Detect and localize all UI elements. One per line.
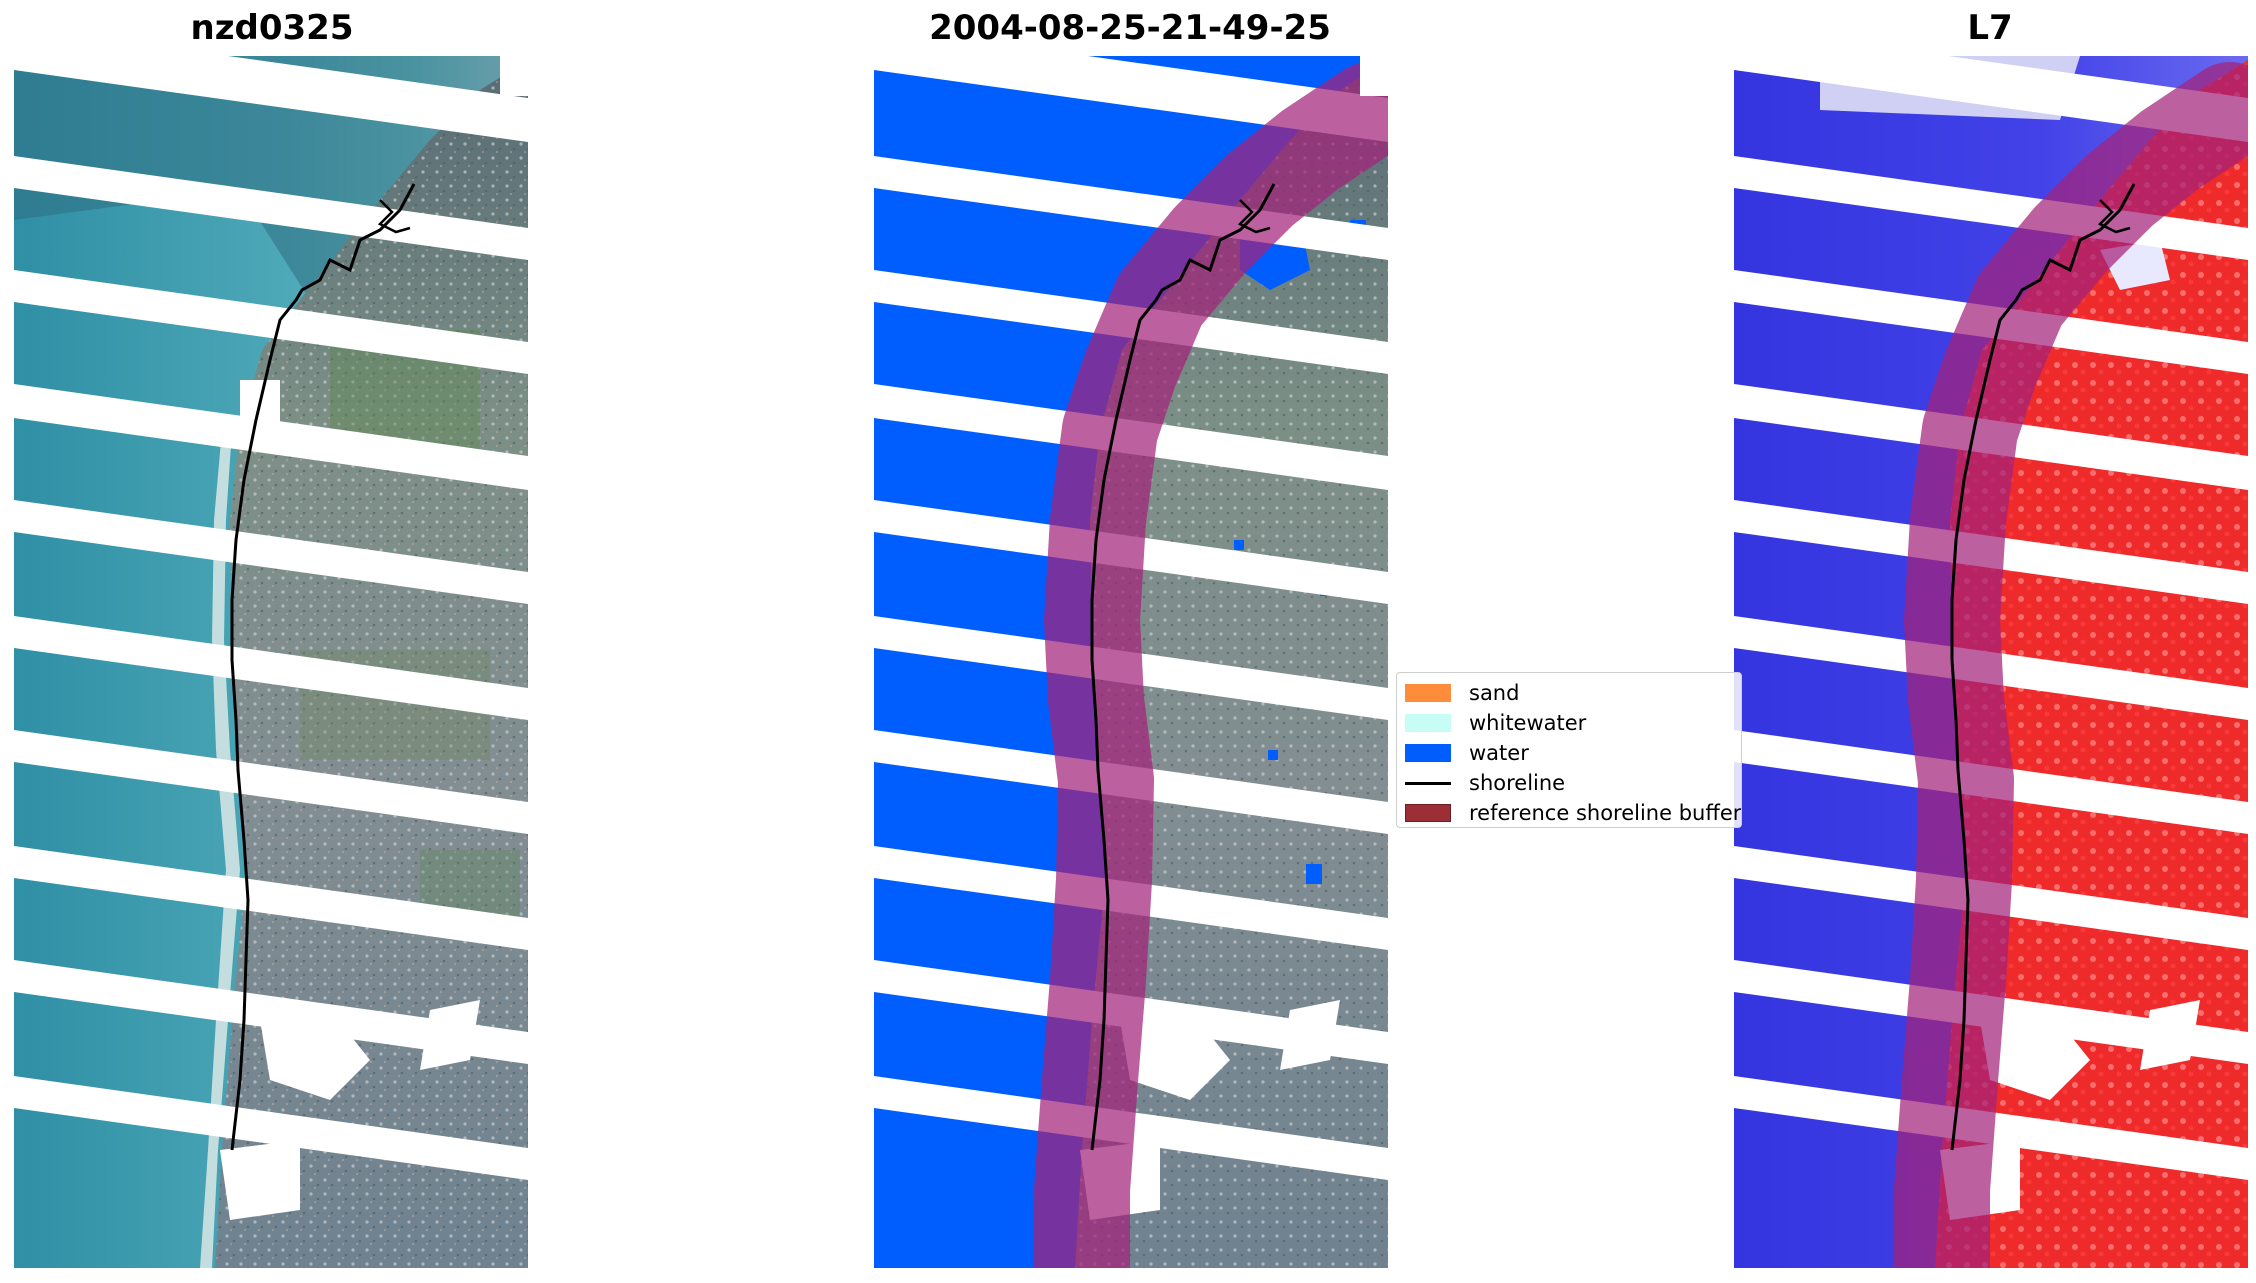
legend-item-shoreline: shoreline bbox=[1405, 771, 1565, 795]
panel-title-rgb: nzd0325 bbox=[190, 8, 354, 48]
legend-item-whitewater: whitewater bbox=[1405, 711, 1586, 735]
shoreline-line-swatch bbox=[1405, 781, 1451, 785]
legend: sand whitewater water shoreline referenc… bbox=[1396, 672, 1742, 828]
sand-swatch bbox=[1405, 684, 1451, 702]
legend-label: sand bbox=[1469, 681, 1520, 705]
panel-title-classified: 2004-08-25-21-49-25 bbox=[929, 8, 1331, 48]
buffer-swatch bbox=[1405, 804, 1451, 822]
water-swatch bbox=[1405, 744, 1451, 762]
legend-label: whitewater bbox=[1469, 711, 1587, 735]
legend-label: reference shoreline buffer bbox=[1469, 801, 1742, 825]
legend-item-sand: sand bbox=[1405, 681, 1519, 705]
panel-title-index: L7 bbox=[1967, 8, 2013, 48]
legend-item-buffer: reference shoreline buffer bbox=[1405, 801, 1741, 825]
legend-label: water bbox=[1469, 741, 1529, 765]
legend-label: shoreline bbox=[1469, 771, 1566, 795]
whitewater-swatch bbox=[1405, 714, 1451, 732]
legend-item-water: water bbox=[1405, 741, 1529, 765]
